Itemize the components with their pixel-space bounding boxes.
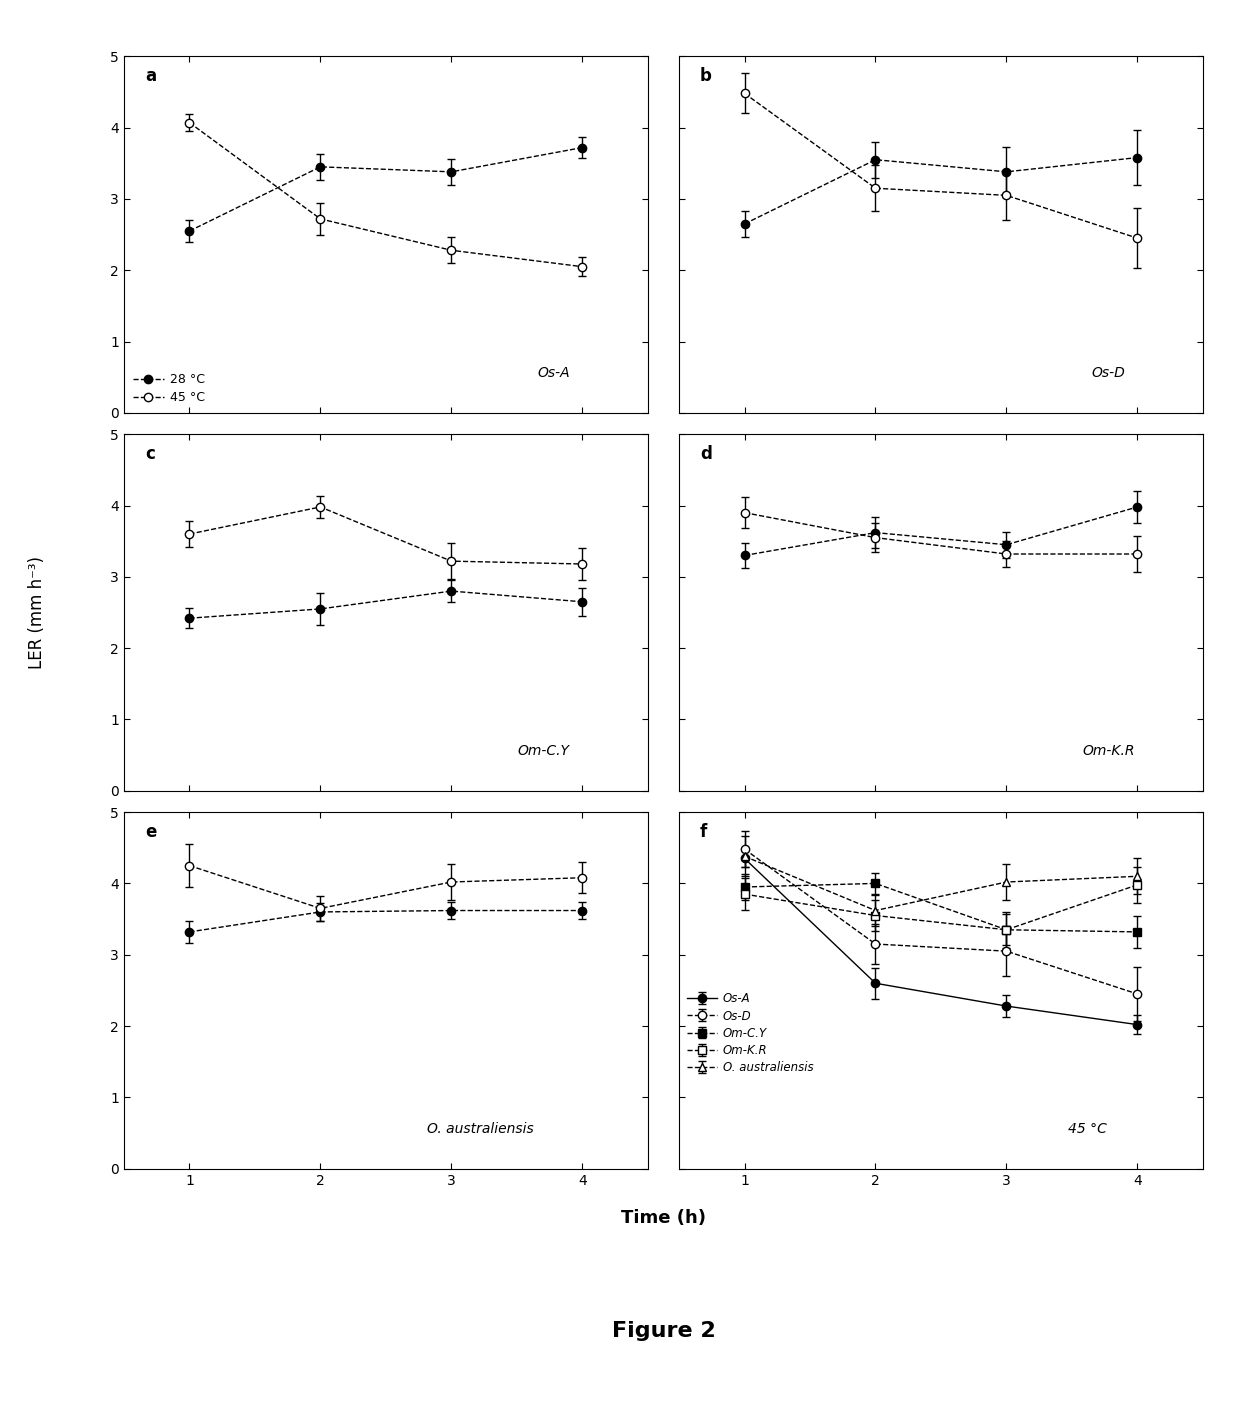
Text: a: a	[145, 68, 156, 84]
Text: Figure 2: Figure 2	[611, 1321, 715, 1340]
Text: c: c	[145, 445, 155, 463]
Text: d: d	[701, 445, 712, 463]
Text: b: b	[701, 68, 712, 84]
Text: Time (h): Time (h)	[621, 1209, 706, 1226]
Text: Om-C.Y: Om-C.Y	[517, 743, 569, 758]
Text: Os-A: Os-A	[537, 366, 569, 380]
Legend: 28 °C, 45 °C: 28 °C, 45 °C	[130, 370, 208, 407]
Text: Om-K.R: Om-K.R	[1083, 743, 1135, 758]
Text: Os-D: Os-D	[1091, 366, 1126, 380]
Text: LER (mm h⁻³): LER (mm h⁻³)	[29, 556, 46, 669]
Text: f: f	[701, 822, 707, 841]
Text: 45 °C: 45 °C	[1068, 1122, 1107, 1136]
Legend: Os-A, Os-D, Om-C.Y, Om-K.R, O. australiensis: Os-A, Os-D, Om-C.Y, Om-K.R, O. australie…	[684, 990, 816, 1076]
Text: O. australiensis: O. australiensis	[427, 1122, 533, 1136]
Text: e: e	[145, 822, 156, 841]
